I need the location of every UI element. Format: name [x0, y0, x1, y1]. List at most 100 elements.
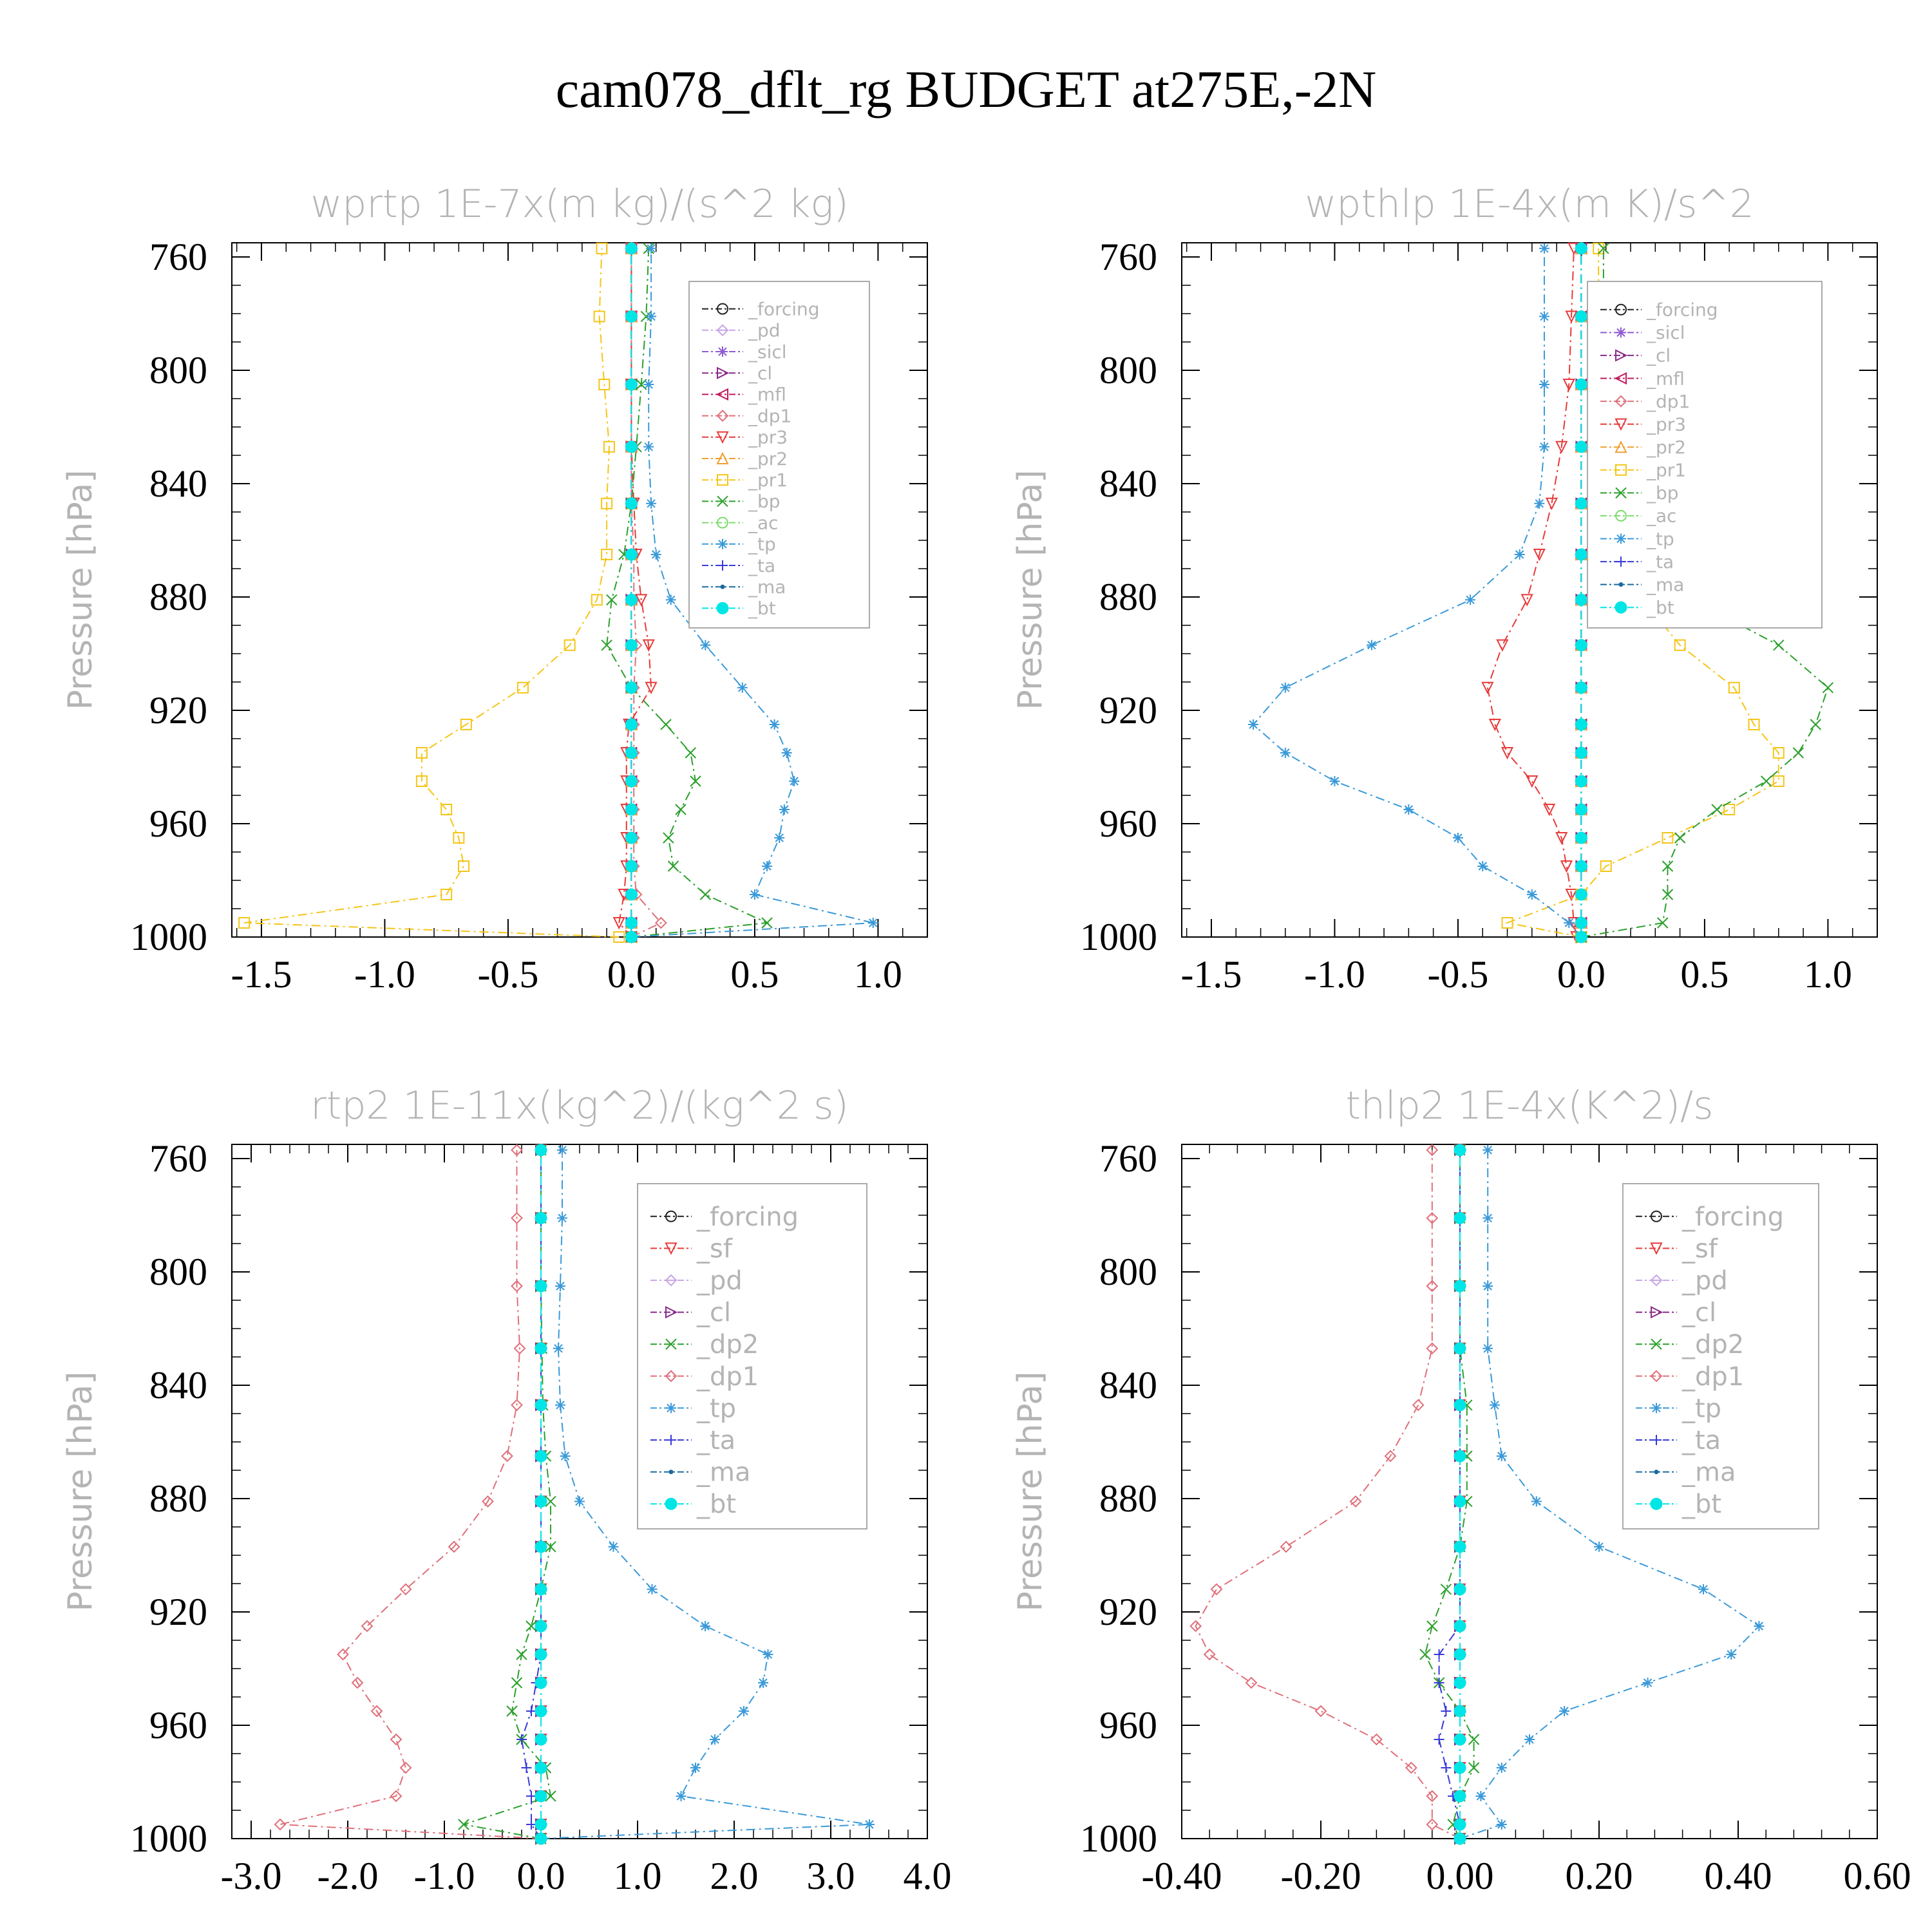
- data-point-bt: [625, 803, 638, 816]
- legend-marker-pd: [1650, 1274, 1663, 1287]
- data-point-tp: [650, 549, 661, 560]
- data-point-bt: [1454, 1211, 1466, 1224]
- series-group: [274, 1144, 875, 1846]
- legend-label-pr2: _pr2: [1646, 437, 1686, 458]
- data-point-bp: [690, 775, 701, 787]
- data-point-bt: [535, 1280, 547, 1293]
- data-point-pr3: [635, 594, 648, 607]
- series-dp2: [1419, 1144, 1480, 1844]
- x-tick-label: 0.0: [517, 1855, 565, 1897]
- data-point-tp: [781, 748, 792, 758]
- data-point-bt: [625, 310, 638, 323]
- data-point-bt: [625, 888, 638, 901]
- y-tick-label: 880: [149, 1477, 207, 1520]
- y-tick-label: 760: [149, 1137, 207, 1180]
- legend-marker-dp2: [1651, 1338, 1662, 1350]
- data-point-bt: [535, 1495, 547, 1508]
- data-point-pr1: [603, 440, 615, 453]
- data-point-bp: [667, 860, 679, 872]
- legend-marker-forcing: [717, 303, 728, 315]
- x-tick-label: 0.20: [1566, 1855, 1633, 1897]
- data-point-bt: [1454, 1705, 1466, 1718]
- data-point-pr3: [642, 639, 655, 652]
- legend-box: [1587, 281, 1823, 629]
- series-line-pr3: [618, 248, 652, 938]
- y-tick-label: 840: [1099, 462, 1157, 505]
- x-tick-label: -0.5: [1427, 953, 1488, 996]
- legend-marker-dp1: [716, 410, 729, 422]
- data-point-tp: [1482, 1281, 1493, 1291]
- data-point-bt: [625, 831, 638, 844]
- data-point-tp: [574, 1496, 585, 1507]
- legend-label-bp: _bp: [748, 491, 781, 512]
- data-point-pr1: [1600, 860, 1612, 872]
- data-point-dp2: [1440, 1584, 1452, 1595]
- legend-label-mfl: _mfl: [1646, 368, 1685, 389]
- data-point-bp: [699, 889, 712, 900]
- data-point-tp: [676, 1791, 687, 1801]
- legend: _forcing_pd_sicl_cl_mfl_dp1_pr3_pr2_pr1_…: [688, 281, 870, 629]
- data-point-bt: [1454, 1818, 1466, 1831]
- data-point-dp2: [545, 1541, 556, 1553]
- legend-label-forcing: _forcing: [1646, 299, 1718, 321]
- data-point-tp: [1726, 1649, 1737, 1660]
- legend-marker-cl: [717, 366, 730, 379]
- data-point-bt: [1575, 931, 1587, 943]
- data-point-pr1: [516, 681, 529, 694]
- legend-marker-tp: [1616, 533, 1626, 544]
- data-point-bp: [1773, 639, 1785, 651]
- data-point-tp: [700, 1621, 710, 1631]
- x-tick-label: -0.40: [1142, 1855, 1222, 1897]
- legend-label-dp1: _dp1: [1646, 391, 1690, 412]
- legend-marker-mfl: [715, 388, 728, 401]
- data-point-bt: [535, 1790, 547, 1803]
- data-point-dp1: [399, 1583, 412, 1596]
- data-point-tp: [1539, 441, 1549, 452]
- data-point-bt: [535, 1705, 547, 1718]
- series-bt: [1575, 242, 1587, 943]
- legend-label-forcing: _forcing: [696, 1202, 799, 1232]
- data-point-dp1: [511, 1399, 523, 1412]
- legend-marker-sf: [665, 1242, 677, 1255]
- data-point-bt: [1454, 1495, 1466, 1508]
- legend-label-tp: _tp: [1646, 528, 1674, 549]
- y-tick-label: 800: [149, 349, 207, 392]
- data-point-bp: [660, 719, 672, 730]
- data-point-bp: [606, 594, 618, 606]
- data-point-bt: [1575, 718, 1587, 731]
- data-point-dp1: [511, 1280, 523, 1293]
- data-point-bt: [1454, 1733, 1466, 1746]
- legend-label-ma: _ma: [1646, 574, 1684, 595]
- legend-label-ac: _ac: [1646, 506, 1677, 527]
- data-point-bt: [1454, 1144, 1466, 1157]
- legend-box: [688, 281, 870, 629]
- data-point-dp1: [274, 1818, 287, 1831]
- data-point-bt: [625, 593, 638, 606]
- y-tick-label: 920: [1099, 689, 1157, 732]
- x-tick-label: 1.0: [1804, 953, 1852, 996]
- legend-label-tp: _tp: [696, 1394, 736, 1423]
- y-tick-label: 920: [149, 689, 207, 732]
- data-point-pr3: [1560, 860, 1573, 873]
- data-point-bt: [1454, 1399, 1466, 1412]
- data-point-dp2: [506, 1705, 518, 1717]
- y-tick-label: 880: [1099, 576, 1157, 618]
- data-point-dp1: [1203, 1648, 1216, 1661]
- plot-frame: [1181, 242, 1878, 938]
- legend-marker-bt: [1650, 1497, 1663, 1510]
- legend-label-bt: _bt: [1646, 597, 1674, 618]
- legend-marker-forcing: [1615, 303, 1627, 316]
- x-tick-label: 0.5: [730, 953, 779, 996]
- y-axis-label: Pressure [hPa]: [61, 470, 100, 710]
- data-point-tp: [1754, 1621, 1765, 1631]
- y-tick-label: 840: [1099, 1364, 1157, 1406]
- data-point-tp: [1642, 1678, 1653, 1688]
- data-point-dp1: [513, 1342, 526, 1355]
- data-point-pr3: [1481, 681, 1494, 695]
- data-point-bt: [1575, 803, 1587, 816]
- data-point-tp: [643, 379, 654, 390]
- y-tick-label: 920: [1099, 1591, 1157, 1633]
- data-point-tp: [1539, 243, 1549, 254]
- data-point-pr1: [1728, 681, 1740, 694]
- chart-panel-2: wpthlp 1E-4x(m K)/s^2 Pressure [hPa] 760 80…: [1011, 182, 1878, 996]
